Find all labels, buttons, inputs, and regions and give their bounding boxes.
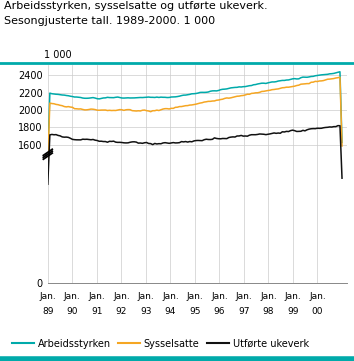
Text: 00: 00 — [312, 307, 323, 316]
Text: 1 000: 1 000 — [44, 50, 72, 60]
Text: Jan.: Jan. — [64, 292, 81, 301]
Text: 91: 91 — [91, 307, 103, 316]
Text: 94: 94 — [165, 307, 176, 316]
Text: 93: 93 — [140, 307, 152, 316]
Text: Jan.: Jan. — [260, 292, 277, 301]
Text: Jan.: Jan. — [88, 292, 105, 301]
Text: Jan.: Jan. — [309, 292, 326, 301]
Text: Jan.: Jan. — [113, 292, 130, 301]
Text: Sesongjusterte tall. 1989-2000. 1 000: Sesongjusterte tall. 1989-2000. 1 000 — [4, 16, 215, 26]
Text: 90: 90 — [67, 307, 78, 316]
Text: Jan.: Jan. — [211, 292, 228, 301]
Text: 98: 98 — [263, 307, 274, 316]
Legend: Arbeidsstyrken, Sysselsatte, Utførte ukeverk: Arbeidsstyrken, Sysselsatte, Utførte uke… — [8, 335, 313, 353]
Text: Jan.: Jan. — [39, 292, 56, 301]
Text: Jan.: Jan. — [235, 292, 252, 301]
Text: 99: 99 — [287, 307, 299, 316]
Text: 95: 95 — [189, 307, 201, 316]
Text: 97: 97 — [238, 307, 250, 316]
Text: Arbeidsstyrken, sysselsatte og utførte ukeverk.: Arbeidsstyrken, sysselsatte og utførte u… — [4, 1, 267, 11]
Text: 96: 96 — [214, 307, 225, 316]
Text: Jan.: Jan. — [162, 292, 179, 301]
Text: Jan.: Jan. — [187, 292, 203, 301]
Text: Jan.: Jan. — [285, 292, 301, 301]
Text: 89: 89 — [42, 307, 53, 316]
Text: Jan.: Jan. — [137, 292, 154, 301]
Text: 92: 92 — [116, 307, 127, 316]
